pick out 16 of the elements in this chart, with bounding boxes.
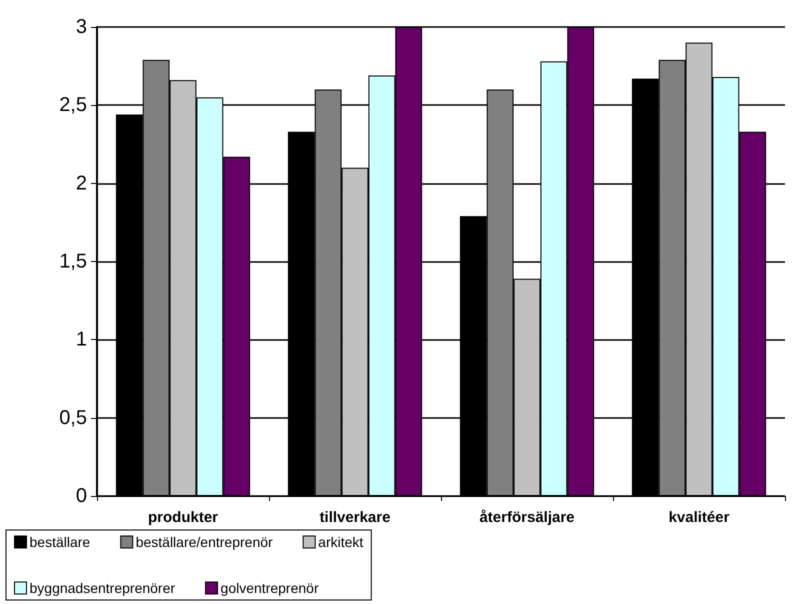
y-tick-label: 1 bbox=[76, 328, 87, 351]
legend-label: byggnadsentreprenörer bbox=[30, 580, 176, 596]
y-tick-label: 2 bbox=[76, 172, 87, 194]
x-tick-label: tillverkare bbox=[320, 509, 390, 526]
x-tick-label: produkter bbox=[148, 509, 218, 526]
y-tick-label: 1,5 bbox=[59, 250, 87, 272]
legend-label: golventreprenör bbox=[220, 580, 319, 596]
x-tick-label: kvalitéer bbox=[668, 509, 730, 526]
legend-label: beställare bbox=[30, 534, 90, 550]
legend-label: beställare/entreprenör bbox=[136, 534, 274, 550]
x-tick-label: återförsäljare bbox=[479, 509, 575, 526]
y-tick-label: 2,5 bbox=[59, 94, 87, 116]
y-tick-label: 3 bbox=[76, 16, 87, 38]
legend-label: arkitekt bbox=[318, 534, 364, 550]
y-tick-label: 0,5 bbox=[59, 406, 87, 429]
y-tick-label: 0 bbox=[76, 485, 87, 507]
